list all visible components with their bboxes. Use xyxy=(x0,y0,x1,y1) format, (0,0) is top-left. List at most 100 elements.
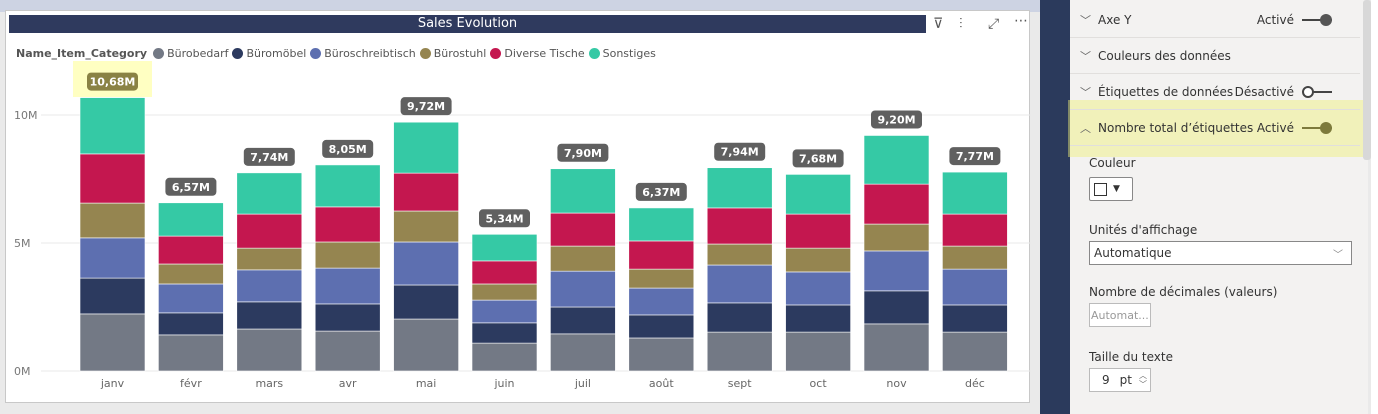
legend-item[interactable]: Büroschreibtisch xyxy=(310,47,416,60)
bar-segment[interactable] xyxy=(863,323,930,372)
bar-segment[interactable] xyxy=(314,206,381,243)
bar-segment[interactable] xyxy=(314,164,381,208)
bar-segment[interactable] xyxy=(706,243,773,266)
focus-mode-icon[interactable]: ⤢ xyxy=(988,16,1000,32)
bar-segment[interactable] xyxy=(942,268,1008,306)
bar-segment[interactable] xyxy=(471,322,538,344)
bar-segment[interactable] xyxy=(863,250,930,292)
section-0[interactable]: ﹀ Axe Y Activé xyxy=(1070,2,1360,38)
bar-segment[interactable] xyxy=(158,235,224,265)
textsize-unit: pt xyxy=(1119,373,1132,387)
filter-icon[interactable]: ⊽ xyxy=(933,16,944,32)
chart-visual[interactable]: Sales Evolution ⊽ ⫶ ⤢ ⋯ Name_Item_Catego… xyxy=(5,10,1031,403)
bar-segment[interactable] xyxy=(785,304,851,333)
legend-item[interactable]: Bürostuhl xyxy=(419,47,486,60)
bar-segment[interactable] xyxy=(471,260,538,285)
bar-segment[interactable] xyxy=(79,153,146,204)
bar-segment[interactable] xyxy=(550,212,616,247)
bar-segment[interactable] xyxy=(79,237,146,279)
bar-segment[interactable] xyxy=(236,269,303,303)
section-3[interactable]: ︿ Nombre total d’étiquettes Activé xyxy=(1070,110,1360,146)
legend-item[interactable]: Bürobedarf xyxy=(153,47,228,60)
more-options-icon[interactable]: ⋯ xyxy=(1014,13,1028,29)
bar-segment[interactable] xyxy=(79,313,146,372)
legend-item[interactable]: Sonstiges xyxy=(588,47,656,60)
section-1[interactable]: ﹀ Couleurs des données xyxy=(1070,38,1360,74)
legend-item[interactable]: Büromöbel xyxy=(232,47,306,60)
bar-segment[interactable] xyxy=(942,171,1008,215)
bar-segment[interactable] xyxy=(785,174,851,215)
bar-segment[interactable] xyxy=(314,241,381,269)
bar-segment[interactable] xyxy=(79,277,146,315)
bar-segment[interactable] xyxy=(785,331,851,372)
bar-segment[interactable] xyxy=(393,318,459,372)
bar-segment[interactable] xyxy=(393,210,459,243)
bar-segment[interactable] xyxy=(706,207,773,245)
bar-segment[interactable] xyxy=(628,314,695,339)
bar-segment[interactable] xyxy=(314,267,381,305)
bar-segment[interactable] xyxy=(79,202,146,239)
bar-segment[interactable] xyxy=(393,121,459,174)
toggle-switch[interactable] xyxy=(1302,121,1332,134)
bar-segment[interactable] xyxy=(550,306,616,335)
decimals-input[interactable]: Automat... xyxy=(1089,303,1151,327)
chevron-down-icon: ﹀ xyxy=(1080,85,1091,99)
bar-segment[interactable] xyxy=(706,264,773,304)
textsize-stepper[interactable]: 9 pt ︿ ﹀ xyxy=(1089,368,1151,392)
bar-segment[interactable] xyxy=(471,233,538,262)
section-2[interactable]: ﹀ Étiquettes de données Désactivé xyxy=(1070,74,1360,110)
legend-item[interactable]: Diverse Tische xyxy=(490,47,585,60)
bar-segment[interactable] xyxy=(863,223,930,252)
bar-segment[interactable] xyxy=(158,202,224,237)
bar-segment[interactable] xyxy=(706,331,773,372)
total-label-bg xyxy=(557,143,609,162)
bar-segment[interactable] xyxy=(158,334,224,372)
bar-segment[interactable] xyxy=(79,97,146,155)
bar-segment[interactable] xyxy=(158,283,224,314)
bar-segment[interactable] xyxy=(236,247,303,271)
bar-segment[interactable] xyxy=(863,290,930,325)
bar-segment[interactable] xyxy=(942,245,1008,270)
bar-segment[interactable] xyxy=(706,167,773,209)
bar-segment[interactable] xyxy=(628,287,695,316)
color-picker[interactable]: ▼ xyxy=(1089,177,1133,201)
bar-segment[interactable] xyxy=(236,328,303,372)
bar-segment[interactable] xyxy=(628,337,695,372)
bar-segment[interactable] xyxy=(628,207,695,242)
bar-segment[interactable] xyxy=(550,270,616,308)
units-dropdown[interactable]: Automatique ﹀ xyxy=(1089,241,1352,265)
x-tick-label: avr xyxy=(339,377,357,390)
pane-scrollbar[interactable] xyxy=(1363,0,1371,160)
bar-segment[interactable] xyxy=(550,245,616,272)
bar-segment[interactable] xyxy=(471,283,538,301)
bar-segment[interactable] xyxy=(236,213,303,249)
bar-segment[interactable] xyxy=(706,302,773,333)
bar-segment[interactable] xyxy=(393,284,459,320)
bar-segment[interactable] xyxy=(393,172,459,212)
bar-segment[interactable] xyxy=(471,342,538,372)
bar-segment[interactable] xyxy=(785,247,851,273)
bar-segment[interactable] xyxy=(628,240,695,270)
bar-segment[interactable] xyxy=(314,303,381,332)
bar-segment[interactable] xyxy=(236,301,303,330)
bar-segment[interactable] xyxy=(550,333,616,372)
bar-segment[interactable] xyxy=(863,135,930,185)
drill-icon[interactable]: ⫶ xyxy=(959,16,963,32)
bar-segment[interactable] xyxy=(785,213,851,249)
bar-segment[interactable] xyxy=(785,271,851,306)
bar-segment[interactable] xyxy=(236,172,303,215)
bar-segment[interactable] xyxy=(942,331,1008,372)
bar-segment[interactable] xyxy=(550,168,616,214)
bar-segment[interactable] xyxy=(158,263,224,285)
bar-segment[interactable] xyxy=(158,312,224,336)
bar-segment[interactable] xyxy=(471,299,538,324)
bar-segment[interactable] xyxy=(628,268,695,289)
bar-segment[interactable] xyxy=(314,330,381,372)
bar-segment[interactable] xyxy=(393,241,459,286)
bar-segment[interactable] xyxy=(863,183,930,225)
toggle-switch[interactable] xyxy=(1302,85,1332,98)
bar-segment[interactable] xyxy=(942,213,1008,247)
toggle-switch[interactable] xyxy=(1302,13,1332,26)
stepper-arrows-icon[interactable]: ︿ ﹀ xyxy=(1138,371,1147,389)
bar-segment[interactable] xyxy=(942,304,1008,333)
